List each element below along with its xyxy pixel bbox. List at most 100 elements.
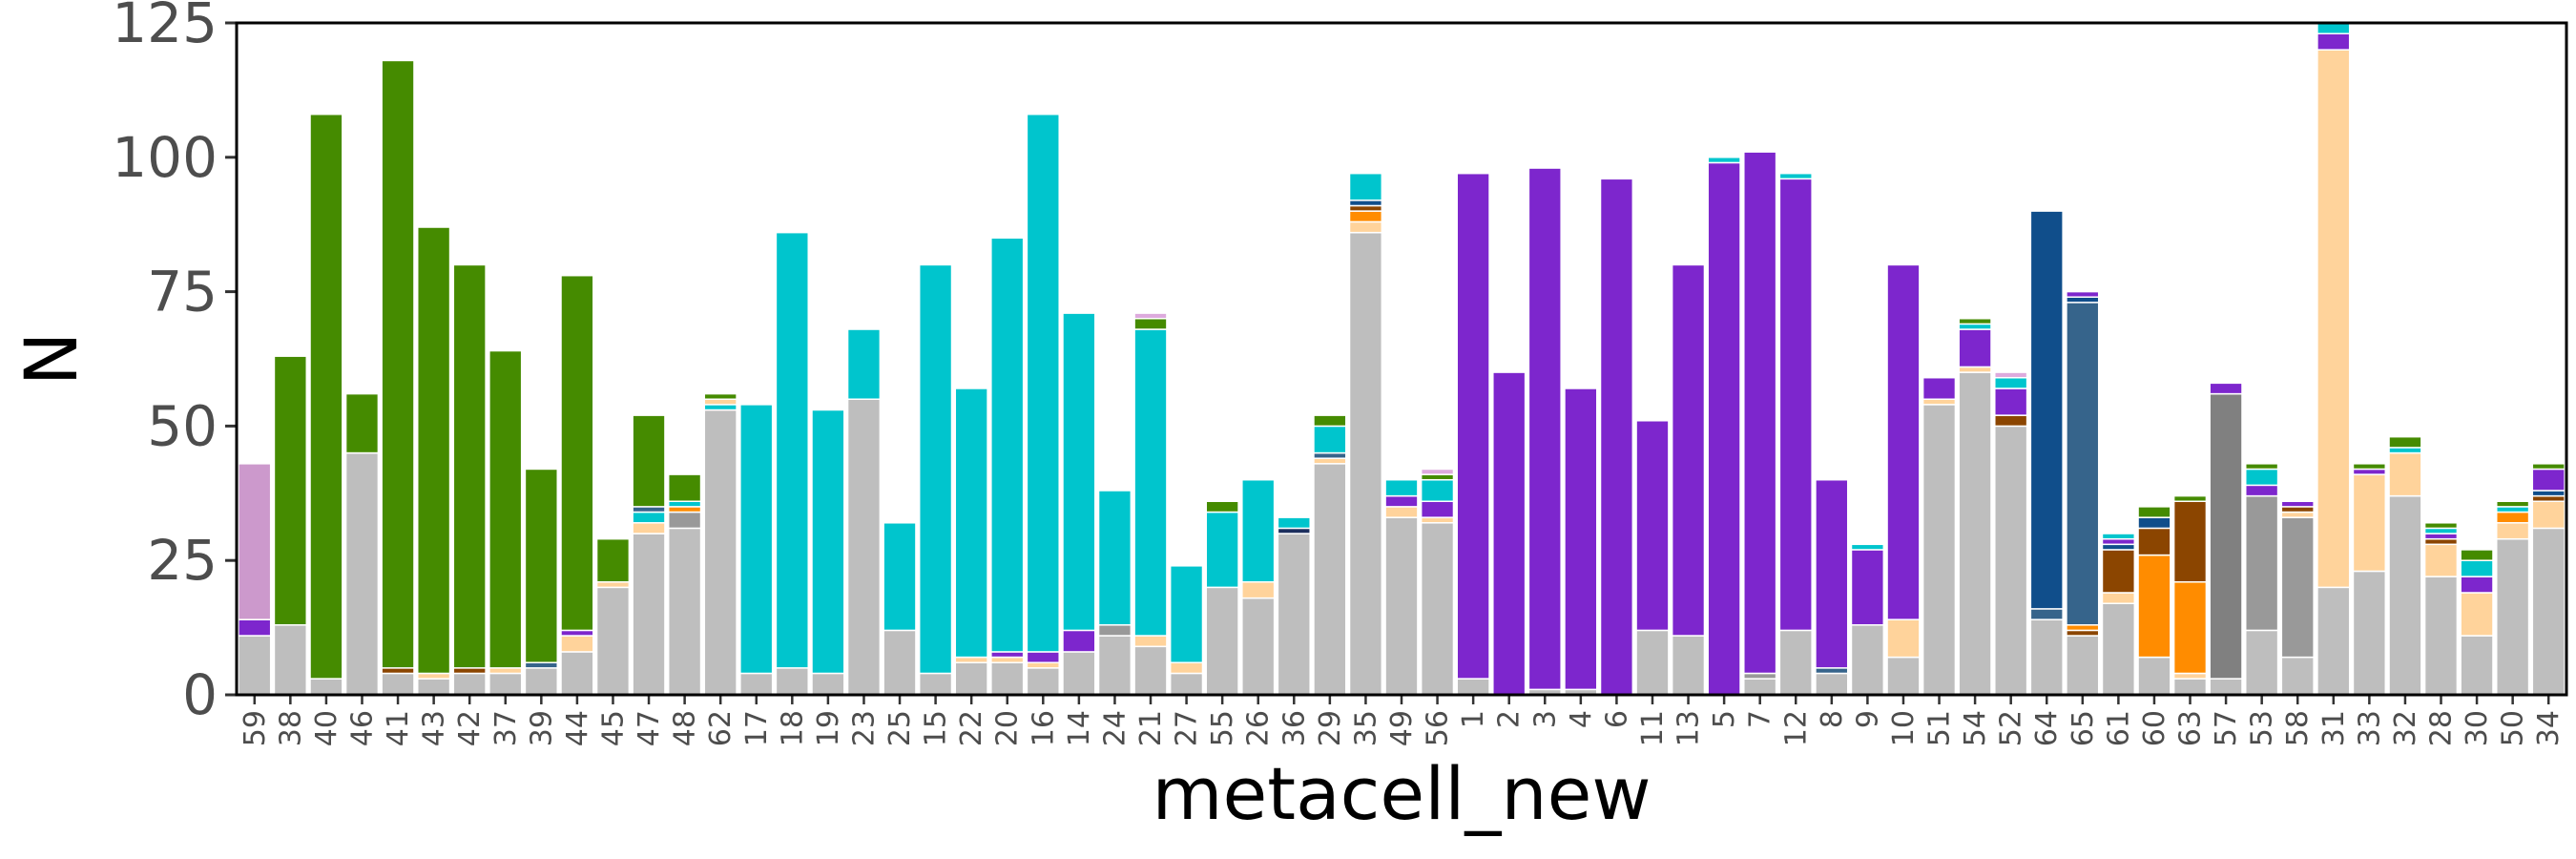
bar-segment-44-peach xyxy=(560,635,594,653)
bar-segment-48-grey xyxy=(667,527,702,696)
bar-segment-48-cyan xyxy=(667,500,702,508)
bar-segment-29-peach xyxy=(1313,457,1347,465)
bar-stack-15 xyxy=(918,263,953,696)
x-tick-label-47: 47 xyxy=(633,710,666,746)
bar-segment-53-purple xyxy=(2245,484,2279,497)
bar-segment-9-purple xyxy=(1850,549,1885,626)
bar-stack-22 xyxy=(954,388,988,696)
bar-segment-27-peach xyxy=(1169,661,1204,675)
bar-stack-14 xyxy=(1062,312,1096,696)
x-tick-label-17: 17 xyxy=(740,710,774,746)
bar-segment-47-cyan xyxy=(632,511,666,524)
bar-segment-29-green xyxy=(1313,414,1347,428)
bar-segment-20-purple xyxy=(990,651,1025,659)
bar-stack-25 xyxy=(883,522,917,696)
bar-segment-37-green xyxy=(488,349,523,669)
y-tick-label: 0 xyxy=(182,662,218,727)
bar-segment-5-cyan xyxy=(1707,157,1741,164)
bar-segment-7-purple xyxy=(1743,151,1777,675)
bar-segment-56-grey xyxy=(1420,522,1455,696)
x-tick-label-35: 35 xyxy=(1349,710,1382,746)
bar-segment-32-cyan xyxy=(2388,447,2422,454)
x-tick-label-65: 65 xyxy=(2067,710,2100,746)
bar-segment-31-purple xyxy=(2316,32,2351,51)
bar-segment-65-grey xyxy=(2066,635,2100,696)
bar-segment-42-grey xyxy=(452,672,487,696)
bar-segment-44-purple xyxy=(560,629,594,637)
x-tick-label-7: 7 xyxy=(1744,710,1777,728)
bar-segment-62-grey xyxy=(703,409,737,696)
bar-stack-4 xyxy=(1564,388,1598,696)
bar-segment-18-grey xyxy=(775,667,809,696)
bar-stack-63 xyxy=(2172,494,2208,696)
bar-segment-42-brown xyxy=(452,667,487,675)
bar-stack-60 xyxy=(2137,506,2171,696)
x-tick-label-57: 57 xyxy=(2210,710,2243,746)
bar-segment-58-dark_grey xyxy=(2280,516,2315,659)
bar-stack-18 xyxy=(775,231,809,696)
x-tick-label-23: 23 xyxy=(847,710,881,746)
bar-segment-47-peach xyxy=(632,522,666,534)
bar-segment-10-grey xyxy=(1886,656,1921,696)
bar-segment-62-cyan xyxy=(703,404,737,411)
bar-segment-31-peach xyxy=(2316,49,2351,589)
bar-segment-36-cyan xyxy=(1277,516,1311,530)
bar-stack-57 xyxy=(2209,382,2243,696)
x-tick-label-30: 30 xyxy=(2461,710,2494,746)
bar-segment-24-dark_grey xyxy=(1097,624,1132,637)
x-tick-label-14: 14 xyxy=(1063,710,1096,746)
bar-segment-15-cyan xyxy=(918,263,953,675)
x-tick-label-41: 41 xyxy=(382,710,415,746)
x-tick-label-33: 33 xyxy=(2353,710,2386,746)
x-axis: 59 38 40 46 41 43 42 37 39 44 45 47 48 62 17 18 19 23 25 15… xyxy=(239,695,2566,746)
bar-segment-21-light_pink xyxy=(1133,312,1168,320)
bar-segment-12-cyan xyxy=(1778,172,1813,180)
bar-stack-30 xyxy=(2460,549,2494,696)
x-tick-label-55: 55 xyxy=(1206,710,1239,746)
x-tick-label-4: 4 xyxy=(1565,710,1598,728)
bar-segment-21-grey xyxy=(1133,645,1168,696)
x-tick-label-63: 63 xyxy=(2174,710,2208,746)
bar-segment-59-grey xyxy=(238,635,272,696)
bar-segment-50-orange xyxy=(2495,511,2530,524)
bar-segment-28-green xyxy=(2423,522,2459,530)
bar-segment-41-green xyxy=(381,59,415,669)
bar-segment-60-green xyxy=(2137,506,2171,518)
bar-segment-8-steelblue xyxy=(1815,667,1849,675)
bar-stack-39 xyxy=(524,468,558,696)
x-tick-label-43: 43 xyxy=(418,710,451,746)
bar-segment-16-grey xyxy=(1026,667,1060,696)
bar-segment-34-grey xyxy=(2531,527,2566,696)
bar-stack-19 xyxy=(811,409,845,696)
x-tick-label-58: 58 xyxy=(2281,710,2315,746)
x-tick-label-25: 25 xyxy=(883,710,917,746)
bar-segment-17-grey xyxy=(739,672,774,696)
bar-segment-52-brown xyxy=(1994,414,2028,428)
bar-segment-9-cyan xyxy=(1850,543,1885,551)
bar-segment-28-grey xyxy=(2423,576,2459,696)
bar-segment-38-green xyxy=(273,355,308,626)
bar-stack-11 xyxy=(1635,420,1670,696)
bar-segment-58-brown xyxy=(2280,506,2315,513)
bar-stack-58 xyxy=(2280,500,2315,696)
bar-segment-33-purple xyxy=(2352,468,2387,475)
bar-stack-49 xyxy=(1384,478,1419,696)
bar-segment-10-peach xyxy=(1886,618,1921,659)
x-tick-label-13: 13 xyxy=(1672,710,1706,746)
bar-stack-5 xyxy=(1707,157,1741,696)
bar-segment-54-green xyxy=(1958,318,1992,325)
bar-segment-27-cyan xyxy=(1169,565,1204,663)
bar-segment-50-green xyxy=(2495,500,2530,508)
bar-segment-63-grey xyxy=(2172,678,2208,696)
x-tick-label-50: 50 xyxy=(2497,710,2530,746)
bar-segment-64-navy xyxy=(2029,210,2064,610)
bar-stack-16 xyxy=(1026,113,1060,696)
x-tick-label-52: 52 xyxy=(1995,710,2028,746)
x-tick-label-6: 6 xyxy=(1600,710,1633,728)
bar-segment-14-cyan xyxy=(1062,312,1096,632)
bar-segment-33-grey xyxy=(2352,570,2387,696)
bar-segment-2-purple xyxy=(1492,371,1527,696)
bar-segment-34-brown xyxy=(2531,494,2566,502)
bar-stack-64 xyxy=(2029,210,2064,696)
